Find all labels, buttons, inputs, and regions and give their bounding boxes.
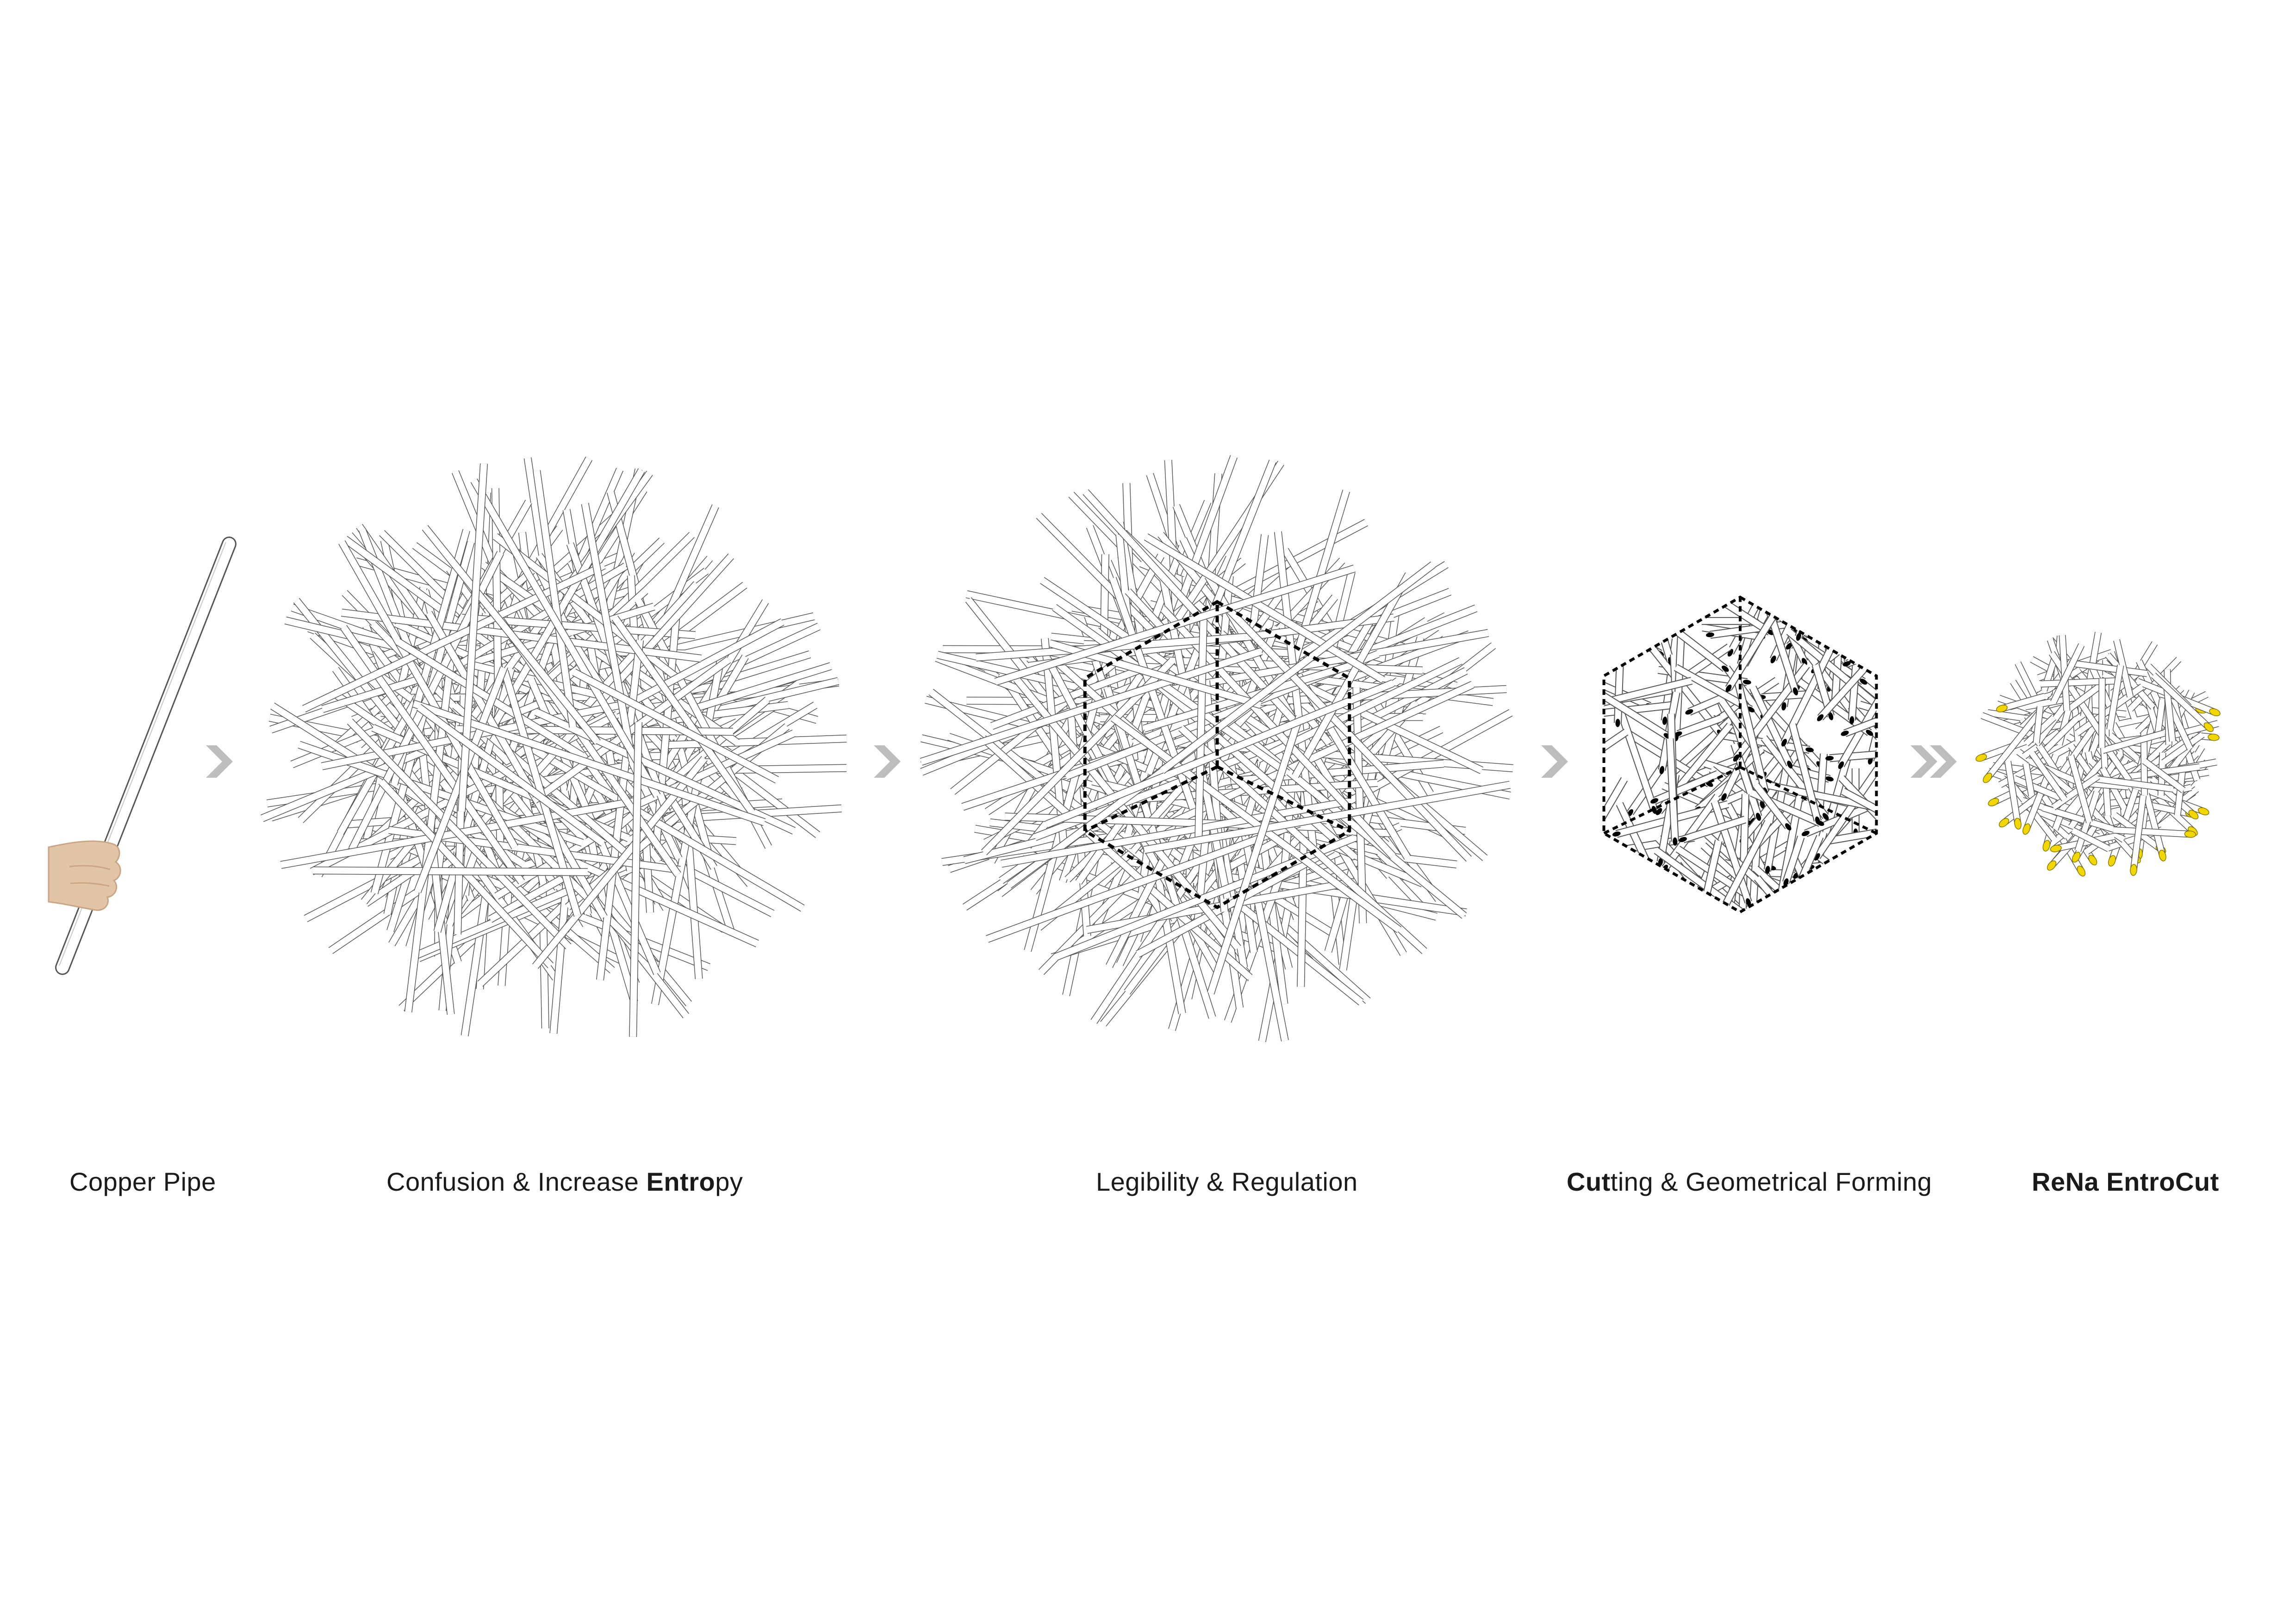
hand-icon — [48, 840, 121, 911]
chevron-right-icon — [1541, 745, 1568, 778]
double-chevron-right-icon — [1910, 745, 1957, 778]
copper-pipe-illustration — [48, 537, 236, 975]
regulated-pipe-cluster — [920, 455, 1513, 1043]
step-label-regulation: Legibility & Regulation — [1096, 1167, 1358, 1196]
entropy-pipe-cluster — [261, 456, 847, 1037]
step-label-result: ReNa EntroCut — [2032, 1167, 2219, 1196]
step-label-cutting: Cutting & Geometrical Forming — [1567, 1167, 1932, 1196]
entrocut-result-cluster — [1975, 631, 2221, 877]
chevron-right-icon — [206, 745, 233, 778]
cut-cube-illustration — [1602, 595, 1878, 914]
step-label-entropy: Confusion & Increase Entropy — [386, 1167, 743, 1196]
chevron-right-icon — [874, 745, 901, 778]
regulation-cube-outline — [1083, 600, 1351, 910]
step-label-copper-pipe: Copper Pipe — [69, 1167, 216, 1196]
